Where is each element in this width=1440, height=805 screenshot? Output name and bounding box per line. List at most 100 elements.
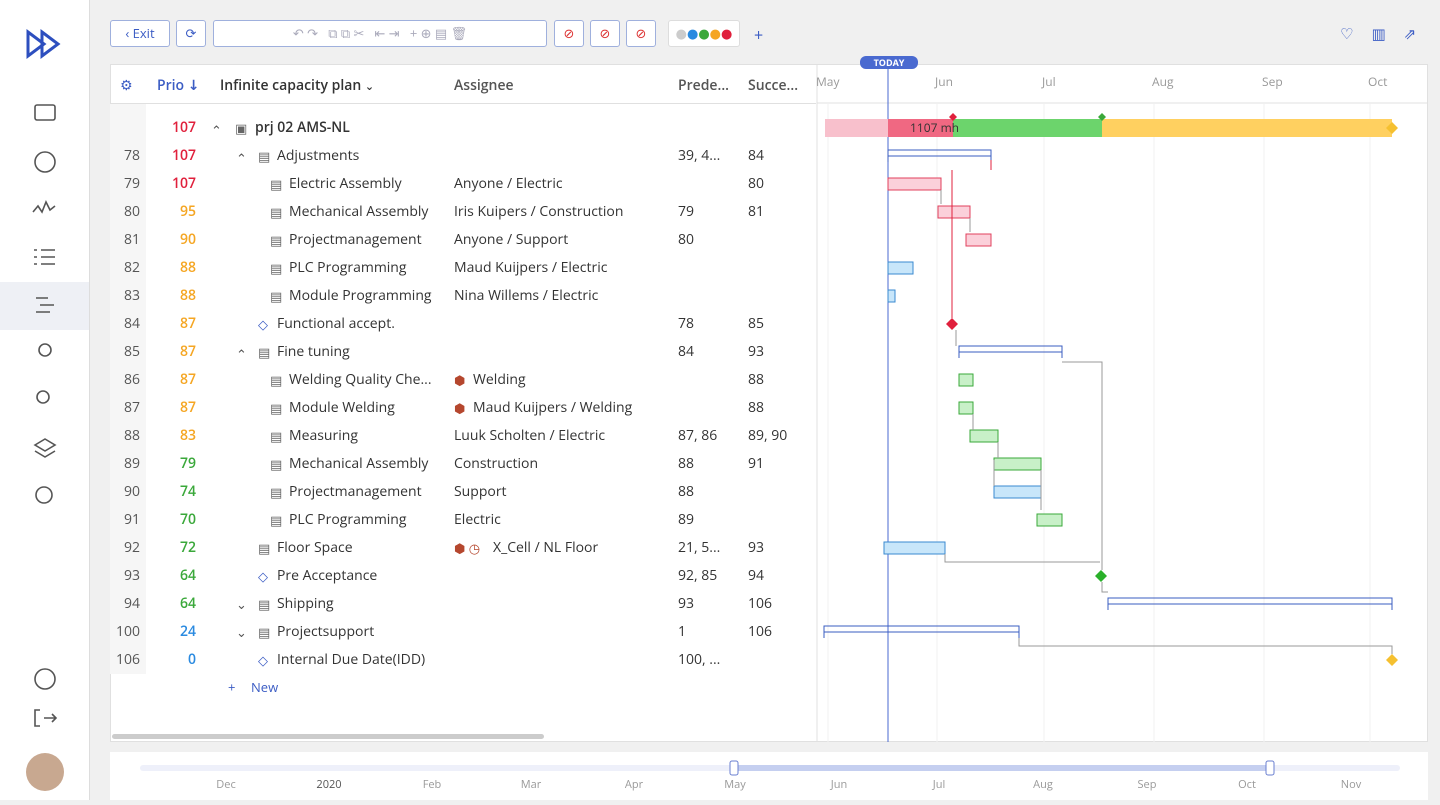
predecessors: 89 bbox=[678, 510, 695, 529]
nav-month: Nov bbox=[1341, 777, 1362, 792]
new-button[interactable]: New bbox=[251, 678, 279, 696]
help-icon[interactable] bbox=[34, 668, 56, 690]
filter-button[interactable]: ⊘ bbox=[626, 20, 656, 47]
scrollbar[interactable] bbox=[112, 734, 544, 739]
sidebar-icons bbox=[0, 29, 89, 791]
task-icon: ▤ bbox=[270, 287, 283, 305]
sidebar bbox=[0, 0, 90, 800]
month-label: Jun bbox=[934, 73, 953, 90]
succ-header[interactable]: Succe... bbox=[748, 76, 799, 95]
task-icon: ▤ bbox=[270, 483, 283, 501]
nav-icon[interactable] bbox=[36, 297, 54, 313]
project-name: prj 02 AMS-NL bbox=[255, 118, 350, 137]
nav-month: Mar bbox=[521, 777, 542, 792]
group-bar bbox=[958, 345, 1063, 358]
nav-icon[interactable] bbox=[34, 104, 56, 121]
refresh-button[interactable]: ⟳ bbox=[176, 20, 206, 47]
row-id: 78 bbox=[123, 146, 140, 165]
exit-button[interactable]: ‹ Exit bbox=[110, 20, 170, 47]
task-icon: ▤ bbox=[270, 371, 283, 389]
task-icon: ▤ bbox=[270, 175, 283, 193]
task-bar bbox=[887, 289, 896, 303]
prio: 64 bbox=[179, 594, 196, 613]
nav-icon[interactable] bbox=[33, 438, 57, 458]
row-id: 88 bbox=[123, 426, 140, 445]
task-name: PLC Programming bbox=[289, 258, 407, 277]
task-bar bbox=[887, 261, 914, 275]
task-name: Electric Assembly bbox=[289, 174, 402, 193]
view-buttons[interactable]: ♡▥⇗ bbox=[1340, 24, 1435, 44]
filter-button[interactable]: ⊘ bbox=[590, 20, 620, 47]
pred-header[interactable]: Prede... bbox=[678, 76, 730, 95]
today-label: TODAY bbox=[874, 56, 905, 69]
nav-month: Apr bbox=[625, 777, 644, 792]
prio: 107 bbox=[171, 174, 196, 193]
successors: 81 bbox=[748, 202, 765, 221]
nav-icon[interactable] bbox=[34, 249, 55, 265]
successors: 88 bbox=[748, 398, 765, 417]
logout-icon[interactable] bbox=[34, 709, 58, 727]
nav-handle[interactable] bbox=[1265, 760, 1275, 776]
assignee: Electric bbox=[454, 510, 501, 529]
task-icon: ▤ bbox=[258, 343, 271, 361]
nav-range[interactable] bbox=[734, 765, 1270, 771]
group-bar bbox=[823, 625, 1020, 638]
task-name: Internal Due Date(IDD) bbox=[277, 650, 426, 669]
predecessors: 78 bbox=[678, 314, 695, 333]
today-badge bbox=[860, 56, 918, 69]
row-id: 82 bbox=[123, 258, 140, 277]
successors: 88 bbox=[748, 370, 765, 389]
add-button[interactable]: + bbox=[754, 24, 764, 46]
task-name: Functional accept. bbox=[277, 314, 395, 333]
task-name: Projectmanagement bbox=[289, 482, 422, 501]
task-bar bbox=[993, 457, 1042, 471]
nav-icon[interactable] bbox=[34, 151, 56, 173]
row-id: 86 bbox=[123, 370, 140, 389]
row-id: 94 bbox=[123, 594, 140, 613]
exit-label: Exit bbox=[132, 24, 155, 42]
prio-header[interactable]: Prio ↓ bbox=[157, 76, 200, 95]
plan-header[interactable]: Infinite capacity plan ⌄ bbox=[220, 76, 375, 95]
successors: 94 bbox=[748, 566, 765, 585]
task-icon: ▤ bbox=[270, 399, 283, 417]
nav-icon[interactable] bbox=[35, 486, 53, 504]
task-bar bbox=[883, 541, 946, 555]
summary-bar bbox=[1102, 119, 1392, 137]
month-label: Oct bbox=[1368, 73, 1387, 90]
nav-month: Dec bbox=[216, 777, 235, 792]
prio: 72 bbox=[179, 538, 196, 557]
prio: 83 bbox=[179, 426, 196, 445]
assignee-header[interactable]: Assignee bbox=[454, 76, 514, 95]
milestone-icon: ◇ bbox=[258, 567, 268, 585]
nav-icon[interactable] bbox=[36, 390, 50, 404]
resource-icon: ⬢ bbox=[454, 371, 466, 389]
nav-icon[interactable] bbox=[32, 200, 56, 214]
successors: 89, 90 bbox=[748, 426, 788, 445]
task-icon: ▤ bbox=[270, 231, 283, 249]
task-icon: ▤ bbox=[270, 427, 283, 445]
nav-icon[interactable] bbox=[38, 343, 52, 357]
dependency bbox=[1101, 582, 1108, 593]
prio: 24 bbox=[179, 622, 196, 641]
prio: 88 bbox=[179, 286, 196, 305]
group-bar bbox=[1107, 597, 1393, 610]
task-bar bbox=[1036, 513, 1063, 527]
predecessors: 88 bbox=[678, 454, 695, 473]
summary-bar bbox=[888, 119, 953, 137]
filter-button[interactable]: ⊘ bbox=[554, 20, 584, 47]
row-id: 81 bbox=[123, 230, 140, 249]
settings-icon[interactable]: ⚙ bbox=[120, 76, 133, 95]
row-id: 92 bbox=[123, 538, 140, 557]
prio: 0 bbox=[187, 650, 196, 669]
row-id: 90 bbox=[123, 482, 140, 501]
task-bar bbox=[969, 429, 999, 443]
nav-month: Aug bbox=[1033, 777, 1053, 792]
avatar[interactable] bbox=[26, 753, 64, 791]
predecessors: 93 bbox=[678, 594, 695, 613]
nav-handle[interactable] bbox=[729, 760, 739, 776]
active-nav bbox=[0, 282, 89, 330]
successors: 85 bbox=[748, 314, 765, 333]
color-filter[interactable]: ●●●●● bbox=[668, 20, 740, 47]
task-name: Mechanical Assembly bbox=[289, 454, 429, 473]
successors: 93 bbox=[748, 538, 765, 557]
